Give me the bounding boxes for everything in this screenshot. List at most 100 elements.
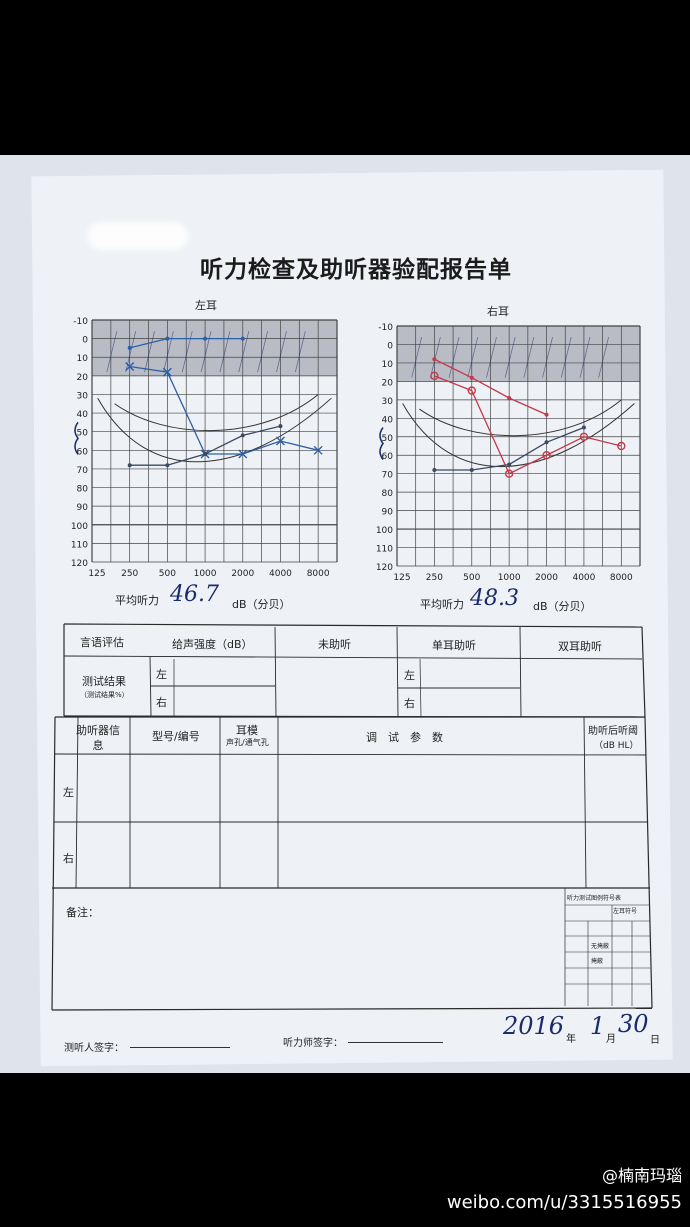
right-data-point [430,371,439,381]
right-y-tick: 100 [376,526,393,536]
sign-year-suffix: 年 [566,1034,576,1045]
right-y-tick: 50 [382,434,394,444]
right-data-point [542,451,551,460]
left-y-tick: 120 [71,559,88,569]
right-data-point [467,386,476,395]
right-ear-title: 右耳 [487,305,509,318]
left-x-tick: 125 [88,569,105,579]
report-title: 听力检查及助听器验配报告单 [200,256,512,283]
left-data-point [165,463,170,468]
sign-day: 30 [618,1010,649,1038]
left-x-tick: 2000 [231,569,254,579]
legend-title: 听力测试图例符号表 [567,895,622,902]
speech-right-mono: 右 [404,697,415,710]
left-hand-brace [74,421,79,455]
speech-right-edge [641,626,646,718]
sign-day-suffix: 日 [650,1035,660,1046]
aid-right-edge [644,716,653,1009]
left-hand-slash [276,331,287,373]
speech-v4 [519,626,522,718]
left-data-point [127,463,132,468]
aid-mold-label: 耳模 [236,724,258,737]
left-y-tick: 30 [77,391,89,401]
left-y-tick: 100 [71,522,88,532]
right-hand-slash [486,336,497,378]
left-x-tick: 1000 [194,569,217,579]
speech-header: 言语评估 [80,636,124,649]
right-y-tick: 80 [382,489,394,499]
right-data-point [579,432,589,441]
left-speech-banana [97,397,332,463]
left-data-point [125,362,135,372]
aid-v0 [75,716,79,889]
left-x-tick: 8000 [307,569,330,579]
left-hand-slash [106,331,118,373]
left-y-tick: 90 [77,503,89,513]
speech-v3 [396,626,399,718]
aid-right: 右 [63,852,74,865]
right-data-point [469,375,474,380]
aid-model-label: 型号/编号 [152,730,200,743]
left-x-tick: 4000 [269,569,292,579]
right-data-point [544,440,549,445]
right-data-point [507,396,512,400]
speech-right: 右 [156,696,167,709]
aid-threshold-sub: （dB HL） [594,741,639,751]
speech-row-sub: （测试结果%） [80,691,129,699]
left-data-point [278,424,283,429]
left-data-point [162,367,172,377]
right-speech-banana [402,403,635,468]
right-data-point [544,412,549,417]
sign-year: 2016 [503,1012,565,1040]
audiologist-sign-label: 听力师签字： [283,1038,343,1049]
left-x-tick: 250 [121,569,138,579]
aid-left: 左 [63,786,74,799]
tester-sign-label: 测听人签字： [64,1043,124,1054]
speech-col-unaided: 未助听 [318,638,351,651]
left-hand-slash [125,331,137,373]
watermark-url: weibo.com/u/3315516955 [446,1192,682,1213]
speech-row-label: 测试结果 [82,675,126,688]
weibo-watermark: @楠南玛瑙 weibo.com/u/3315516955 [447,1162,682,1213]
right-hand-slash [429,336,441,378]
speech-col-mono: 单耳助听 [432,639,476,652]
notes-bottom [51,1007,653,1011]
right-data-point [617,441,626,451]
left-speech-banana-inner [114,394,319,432]
right-avg-label: 平均听力 [420,598,464,611]
right-y-tick: 10 [382,360,394,370]
left-hand-slash [257,331,269,373]
sign-month: 1 [590,1012,606,1040]
right-y-tick: -10 [378,323,393,333]
left-data-point [275,436,285,446]
left-data-point [203,452,208,457]
right-y-tick: 40 [382,415,394,425]
left-series-line [129,365,319,455]
right-data-point [504,469,514,478]
left-y-tick: 60 [77,447,89,457]
left-x-tick: 500 [159,569,176,579]
left-hand-slash [294,331,306,373]
speech-left-mono: 左 [404,669,415,682]
tester-sign-line [130,1047,230,1048]
speech-col-bin: 双耳助听 [558,640,602,653]
left-data-point [127,345,132,350]
left-y-tick: 80 [77,485,89,495]
right-y-tick: 30 [382,397,394,407]
right-x-tick: 500 [463,573,480,583]
right-shaded-band [397,326,640,382]
right-x-tick: 8000 [610,573,633,583]
left-y-tick: 40 [77,410,89,420]
speech-left: 左 [156,668,167,681]
right-y-tick: 70 [382,471,394,481]
right-data-point [432,357,437,362]
aid-left-edge [51,716,56,1011]
aid-info-label: 助听器信息 [76,724,120,752]
right-speech-banana-inner [419,399,622,437]
left-hand-slash [144,331,155,373]
left-data-point [240,336,245,341]
left-data-point [240,433,245,438]
right-x-tick: 250 [426,573,443,583]
redacted-logo [88,222,188,250]
